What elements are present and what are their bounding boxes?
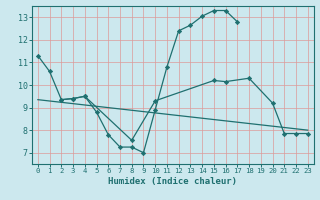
X-axis label: Humidex (Indice chaleur): Humidex (Indice chaleur) — [108, 177, 237, 186]
